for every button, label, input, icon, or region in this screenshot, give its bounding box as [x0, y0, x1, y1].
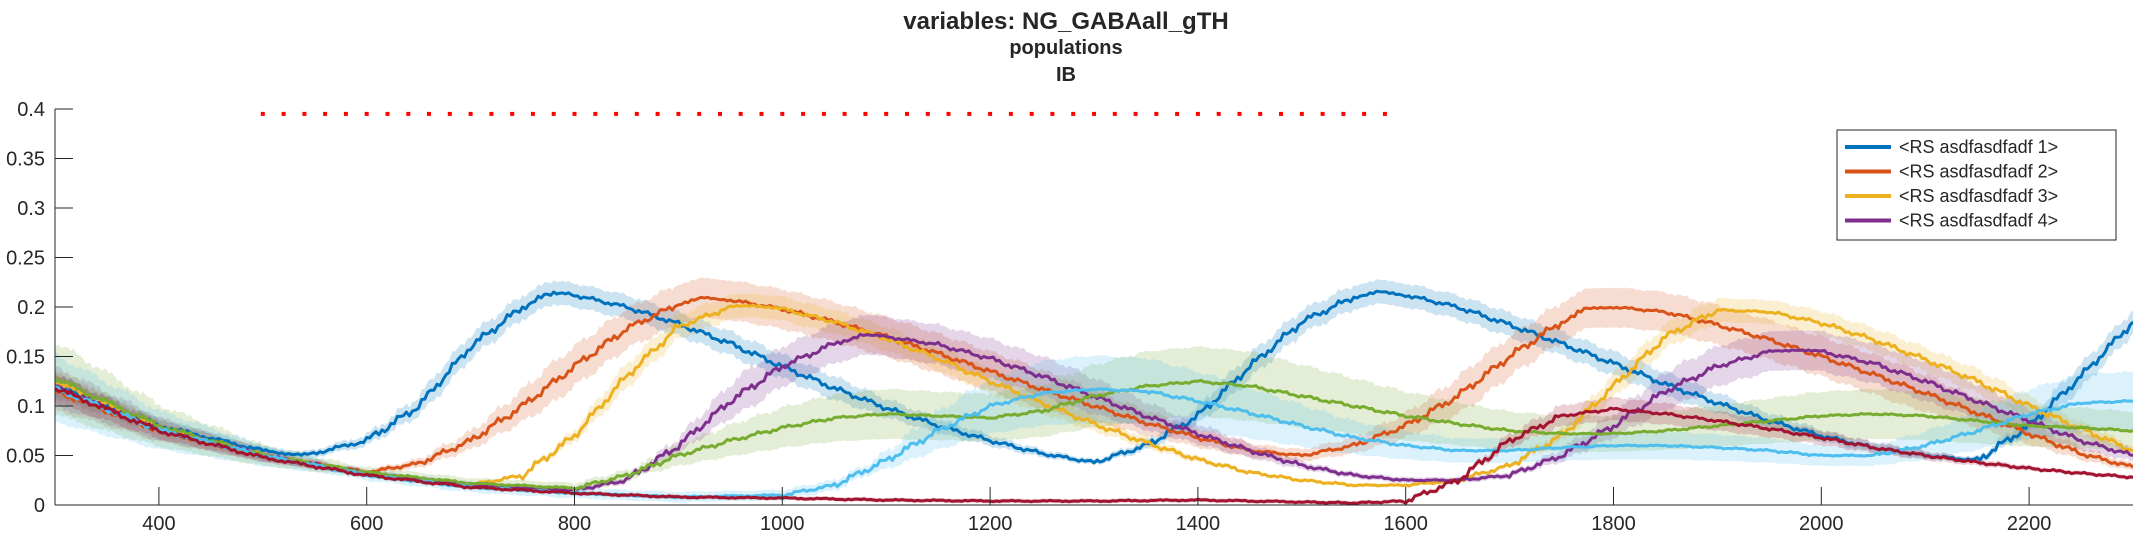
- event-marker: [884, 111, 889, 116]
- event-marker: [260, 111, 265, 116]
- y-tick-label: 0.25: [6, 248, 45, 270]
- event-marker: [1071, 111, 1076, 116]
- y-tick-label: 0: [34, 495, 45, 517]
- event-marker: [614, 111, 619, 116]
- event-marker: [676, 111, 681, 116]
- x-tick-label: 800: [558, 513, 591, 533]
- event-marker: [1258, 111, 1263, 116]
- event-marker: [343, 111, 348, 116]
- series-line-2: [55, 295, 2133, 475]
- x-tick-label: 1600: [1383, 513, 1428, 533]
- x-tick-label: 1800: [1591, 513, 1636, 533]
- event-marker: [1154, 111, 1159, 116]
- event-marker: [697, 111, 702, 116]
- event-marker: [1279, 111, 1283, 116]
- series-line-1: [55, 289, 2133, 465]
- event-marker: [821, 111, 826, 116]
- event-marker: [718, 111, 722, 116]
- x-tick-label: 2000: [1799, 513, 1844, 533]
- axes: 400 600 800 1000 1200 1400 1600 1800 2000 2200 0 0.…: [6, 99, 2133, 533]
- y-tick-label: 0.2: [17, 297, 45, 319]
- event-marker: [967, 111, 972, 116]
- event-marker: [530, 111, 535, 116]
- series-band-1: [55, 279, 2133, 466]
- event-marker: [1216, 111, 1221, 116]
- x-tick-label: 400: [142, 513, 175, 533]
- x-tick-label: 600: [350, 513, 383, 533]
- event-marker: [1341, 111, 1346, 116]
- event-marker: [1320, 111, 1325, 116]
- event-marker: [427, 111, 431, 116]
- event-marker: [1092, 111, 1096, 116]
- legend-label: <RS asdfasdfadf 4>: [1899, 211, 2058, 231]
- event-marker: [385, 111, 390, 116]
- event-marker: [863, 111, 868, 116]
- x-tick-label: 1200: [968, 513, 1013, 533]
- chart-subtitle-2: IB: [1056, 64, 1076, 86]
- event-marker: [1112, 111, 1117, 116]
- series-line-7: [55, 387, 2133, 505]
- legend-label: <RS asdfasdfadf 2>: [1899, 162, 2058, 182]
- x-tick-label: 1000: [760, 513, 805, 533]
- event-marker: [1195, 111, 1200, 116]
- event-marker: [1299, 111, 1304, 116]
- series-line-5: [55, 377, 2133, 492]
- event-markers: [260, 111, 1387, 116]
- event-marker: [655, 111, 660, 116]
- series-lines: [55, 289, 2133, 505]
- event-marker: [406, 111, 411, 116]
- x-tick-label: 2200: [2007, 513, 2052, 533]
- event-marker: [302, 111, 307, 116]
- event-marker: [946, 111, 951, 116]
- event-marker: [905, 111, 909, 116]
- series-confidence-bands: [55, 277, 2133, 505]
- event-marker: [447, 111, 452, 116]
- legend-label: <RS asdfasdfadf 1>: [1899, 137, 2058, 157]
- series-band-6: [55, 352, 2133, 504]
- event-marker: [759, 111, 764, 116]
- event-marker: [1133, 111, 1138, 116]
- chart-title: variables: NG_GABAall_gTH: [903, 8, 1228, 35]
- event-marker: [593, 111, 598, 116]
- series-band-2: [55, 277, 2133, 477]
- event-marker: [468, 111, 473, 116]
- event-marker: [1029, 111, 1034, 116]
- y-tick-label: 0.4: [17, 99, 45, 121]
- chart-subtitle: populations: [1009, 37, 1122, 59]
- event-marker: [572, 111, 577, 116]
- event-marker: [1382, 111, 1387, 116]
- event-marker: [738, 111, 743, 116]
- event-marker: [364, 111, 369, 116]
- y-tick-label: 0.1: [17, 396, 45, 418]
- event-marker: [634, 111, 639, 116]
- y-tick-label: 0.35: [6, 149, 45, 171]
- event-marker: [551, 111, 556, 116]
- event-marker: [1237, 111, 1242, 116]
- legend-label: <RS asdfasdfadf 3>: [1899, 186, 2058, 206]
- event-marker: [925, 111, 930, 116]
- series-band-3: [55, 293, 2133, 489]
- series-band-4: [55, 314, 2133, 494]
- legend: <RS asdfasdfadf 1> <RS asdfasdfadf 2> <RS …: [1836, 129, 2117, 241]
- x-tick-label: 1400: [1176, 513, 1221, 533]
- event-marker: [801, 111, 806, 116]
- event-marker: [281, 111, 286, 116]
- event-marker: [1362, 111, 1367, 116]
- series-band-5: [55, 344, 2133, 495]
- event-marker: [842, 111, 847, 116]
- event-marker: [1008, 111, 1013, 116]
- series-band-7: [55, 373, 2133, 505]
- y-tick-label: 0.3: [17, 198, 45, 220]
- y-tick-label: 0.15: [6, 347, 45, 369]
- y-tick-label: 0.05: [6, 446, 45, 468]
- event-marker: [1050, 111, 1055, 116]
- event-marker: [323, 111, 328, 116]
- event-marker: [780, 111, 785, 116]
- event-marker: [489, 111, 494, 116]
- event-marker: [510, 111, 515, 116]
- event-marker: [1175, 111, 1180, 116]
- event-marker: [988, 111, 993, 116]
